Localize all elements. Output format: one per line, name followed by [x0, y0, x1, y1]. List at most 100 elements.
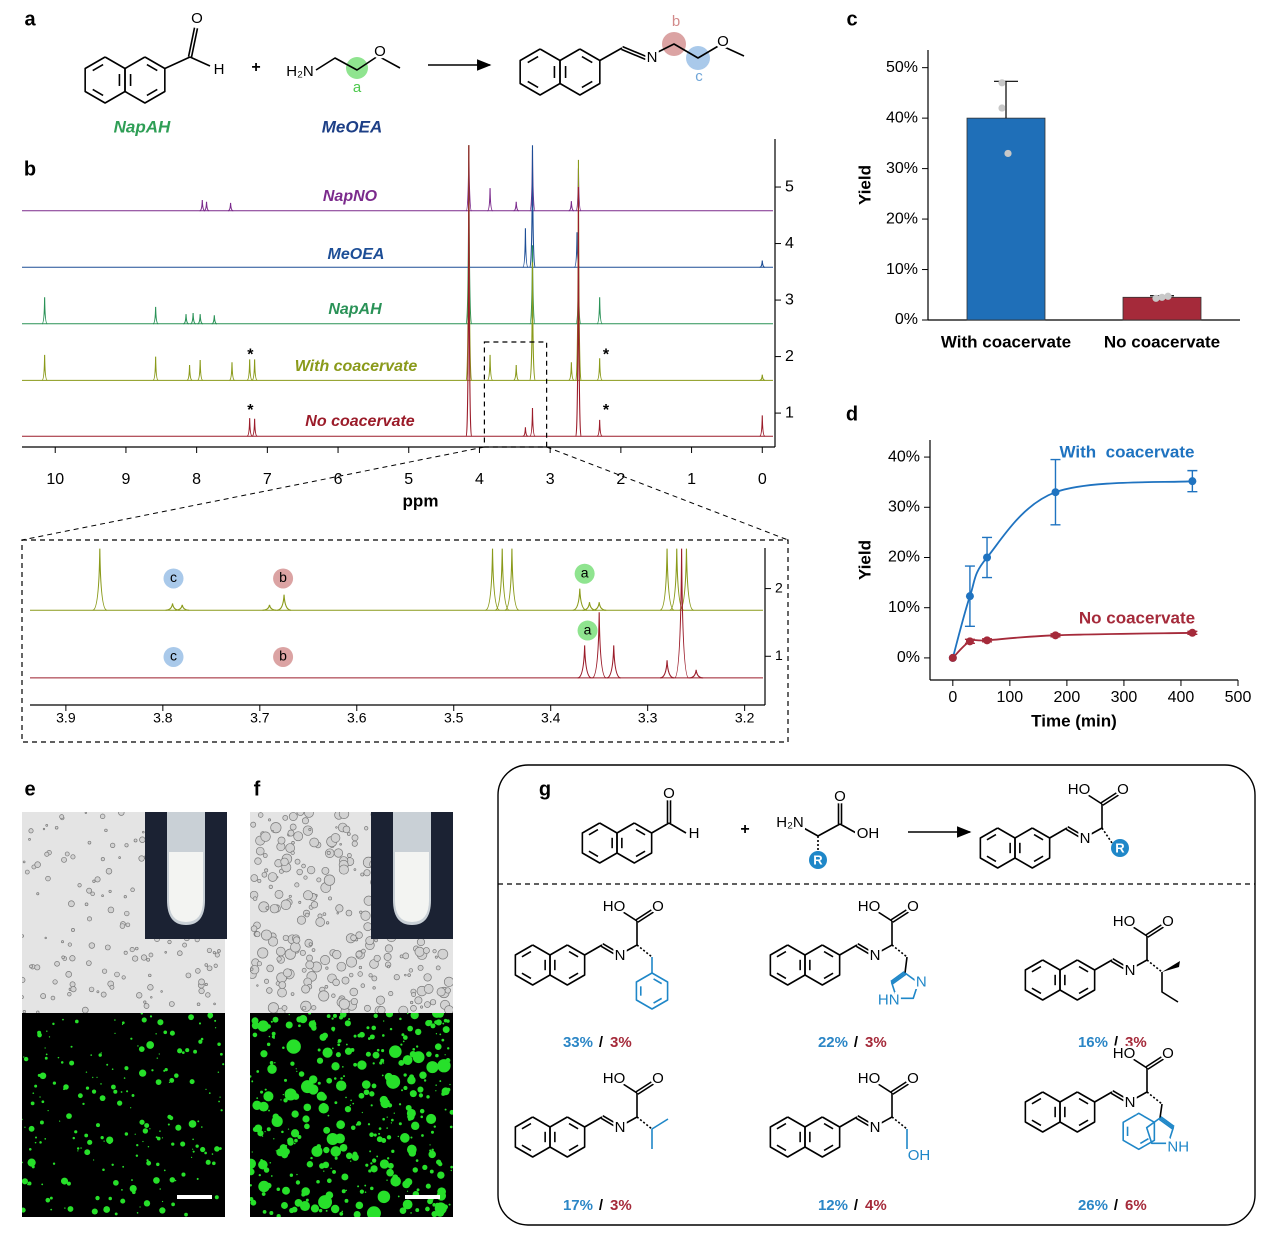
- droplet: [326, 1014, 331, 1018]
- bond: [855, 945, 874, 957]
- atom-label: HO: [603, 1070, 626, 1087]
- data-point: [1051, 631, 1060, 640]
- bond: [892, 910, 911, 923]
- atom-label: N: [1080, 830, 1091, 847]
- droplet: [34, 1084, 38, 1088]
- droplet: [450, 1169, 453, 1172]
- droplet: [378, 1127, 382, 1130]
- droplet: [268, 1109, 270, 1112]
- droplet: [67, 942, 72, 947]
- droplet: [416, 1045, 419, 1048]
- droplet: [64, 1207, 66, 1209]
- droplet: [220, 1109, 223, 1112]
- droplet: [130, 1107, 132, 1109]
- x-tick-label: 4: [475, 471, 484, 488]
- droplet: [250, 1075, 252, 1078]
- droplet: [168, 1001, 175, 1007]
- droplet: [52, 1162, 56, 1165]
- atom-label: HO: [1113, 913, 1136, 930]
- droplet: [88, 942, 96, 949]
- series-label: With coacervate: [295, 358, 418, 375]
- droplet: [52, 1022, 55, 1026]
- droplet: [143, 1200, 151, 1207]
- droplet: [136, 992, 143, 999]
- droplet: [301, 863, 306, 869]
- droplet: [370, 1104, 373, 1107]
- droplet: [266, 1127, 271, 1132]
- data-point: [1051, 488, 1060, 497]
- bond: [1033, 833, 1044, 841]
- droplet: [308, 828, 312, 832]
- droplet: [436, 987, 446, 997]
- droplet: [332, 978, 340, 987]
- y-axis-label: Yield: [855, 165, 874, 205]
- droplet: [313, 1025, 317, 1029]
- droplet: [443, 976, 453, 987]
- peak: [759, 415, 766, 437]
- panel-label: g: [539, 778, 551, 800]
- droplet: [114, 1212, 118, 1216]
- droplet: [92, 1159, 95, 1161]
- site-label: a: [353, 79, 362, 96]
- droplet: [350, 997, 358, 1006]
- droplet: [348, 972, 354, 978]
- peak: [674, 548, 690, 679]
- droplet: [214, 1019, 217, 1022]
- peak: [513, 201, 519, 212]
- droplet: [402, 1199, 413, 1210]
- droplet: [28, 828, 34, 834]
- droplet: [283, 1148, 290, 1156]
- bond: [1100, 791, 1119, 804]
- bond: [892, 973, 907, 985]
- droplet: [270, 1020, 273, 1023]
- droplet: [86, 960, 92, 966]
- annotation: c: [170, 648, 177, 664]
- droplet: [139, 836, 146, 843]
- droplet: [386, 1157, 390, 1160]
- droplet: [412, 1051, 425, 1064]
- bond: [619, 909, 638, 922]
- droplet: [22, 1178, 28, 1185]
- droplet: [135, 946, 139, 951]
- peak-marker: [163, 568, 184, 589]
- peak-marker: [273, 646, 294, 667]
- droplet: [442, 1026, 450, 1034]
- droplet: [167, 939, 172, 945]
- droplet: [439, 1080, 442, 1083]
- droplet: [411, 992, 417, 997]
- droplet: [310, 1204, 320, 1213]
- droplet: [315, 917, 325, 927]
- droplet: [195, 968, 201, 974]
- droplet: [111, 1068, 114, 1071]
- droplet: [283, 1098, 288, 1103]
- droplet: [280, 857, 289, 867]
- droplet: [383, 1194, 387, 1198]
- bond: [637, 1082, 656, 1095]
- droplet: [325, 966, 329, 970]
- droplet: [50, 1208, 53, 1211]
- droplet: [213, 963, 218, 968]
- droplet: [382, 1034, 385, 1037]
- droplet: [283, 1078, 288, 1082]
- droplet: [156, 1136, 161, 1141]
- droplet: [135, 1154, 139, 1157]
- x-tick-label: 3.6: [347, 710, 367, 726]
- droplet: [281, 1202, 288, 1209]
- bond: [1031, 987, 1042, 995]
- droplet: [52, 979, 58, 985]
- droplet: [290, 1129, 300, 1138]
- y-axis-label: Yield: [855, 540, 874, 580]
- droplet: [349, 1104, 352, 1106]
- droplet: [22, 860, 26, 864]
- droplet: [376, 1136, 383, 1143]
- droplet: [28, 1125, 35, 1132]
- peak: [606, 645, 621, 679]
- droplet: [250, 821, 257, 828]
- droplet: [316, 1057, 324, 1064]
- bond: [874, 1081, 893, 1094]
- droplet: [449, 1083, 451, 1086]
- droplet: [262, 1209, 267, 1214]
- bond: [599, 47, 623, 62]
- peak: [251, 418, 258, 437]
- droplet: [303, 890, 314, 901]
